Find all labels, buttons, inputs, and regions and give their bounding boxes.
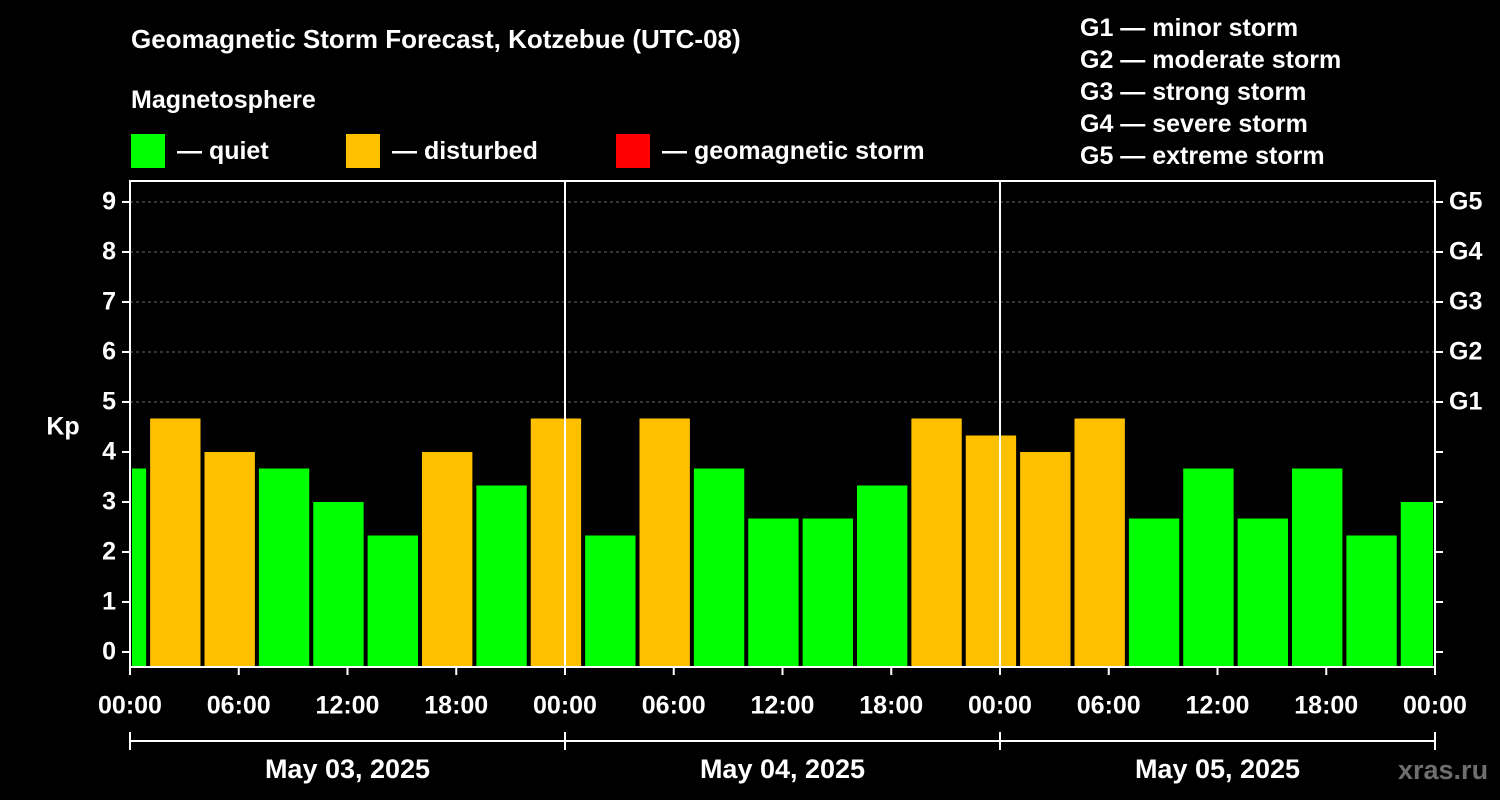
y-tick-label: 5 [102,388,116,416]
x-tick-label: 18:00 [1294,692,1358,720]
kp-bar [1020,452,1071,667]
kp-bar [1400,502,1433,667]
x-tick-label: 12:00 [751,692,815,720]
kp-bar [150,418,201,667]
legend-swatch-quiet [131,134,165,168]
x-tick-label: 00:00 [1403,692,1467,720]
storm-level-g4: G4 — severe storm [1080,110,1308,138]
legend-swatch-disturbed [346,134,380,168]
storm-level-g3: G3 — strong storm [1080,78,1307,106]
kp-bar [530,418,582,667]
kp-bar [1346,535,1397,667]
y-tick-label: 7 [102,288,116,316]
legend-subtitle: Magnetosphere [131,86,316,114]
kp-bar [367,535,418,667]
storm-level-axis-label: G1 [1449,388,1482,416]
x-tick-label: 06:00 [207,692,271,720]
storm-level-key: G1 — minor storm G2 — moderate storm G3 … [1080,12,1341,172]
y-tick-label: 3 [102,488,116,516]
chart-title: Geomagnetic Storm Forecast, Kotzebue (UT… [131,24,741,54]
kp-bar [313,502,364,667]
legend-item-disturbed: — disturbed [346,134,538,168]
y-axis-label: Kp [46,413,79,441]
legend-item-quiet: — quiet [131,134,269,168]
storm-level-g5: G5 — extreme storm [1080,142,1325,170]
x-tick-label: 12:00 [1186,692,1250,720]
x-tick-label: 18:00 [859,692,923,720]
kp-bar [585,535,636,667]
kp-bar [1183,468,1234,667]
storm-level-axis-label: G5 [1449,188,1482,216]
kp-bar [748,518,799,667]
storm-level-axis-label: G3 [1449,288,1482,316]
x-tick-label: 06:00 [642,692,706,720]
legend-label-storm: — geomagnetic storm [662,136,925,165]
kp-bar [1237,518,1288,667]
y-tick-label: 2 [102,538,116,566]
x-tick-label: 00:00 [968,692,1032,720]
kp-bar [476,485,527,667]
y-tick-label: 9 [102,188,116,216]
storm-level-axis-label: G2 [1449,338,1482,366]
legend-label-quiet: — quiet [177,136,269,165]
legend-label-disturbed: — disturbed [392,136,538,165]
kp-bar [204,452,255,667]
kp-bar [1292,468,1343,667]
legend-item-storm: — geomagnetic storm [616,134,925,168]
date-label: May 05, 2025 [1135,754,1300,784]
kp-bar [911,418,962,667]
kp-bar [965,435,1017,667]
storm-level-axis-label: G4 [1449,238,1482,266]
date-label: May 03, 2025 [265,754,430,784]
legend-swatch-storm [616,134,650,168]
x-tick-label: 12:00 [316,692,380,720]
x-tick-label: 06:00 [1077,692,1141,720]
y-tick-label: 0 [102,638,116,666]
y-tick-label: 8 [102,238,116,266]
watermark: xras.ru [1398,755,1489,785]
kp-bar [1074,418,1125,667]
storm-level-g2: G2 — moderate storm [1080,46,1342,74]
y-tick-label: 6 [102,338,116,366]
kp-bar [693,468,745,667]
kp-bar [258,468,310,667]
kp-bar [857,485,908,667]
kp-bar [1128,518,1180,667]
date-label: May 04, 2025 [700,754,865,784]
kp-bar [422,452,473,667]
y-tick-label: 1 [102,588,116,616]
storm-level-g1: G1 — minor storm [1080,14,1299,42]
x-tick-label: 00:00 [533,692,597,720]
y-tick-label: 4 [102,438,116,466]
x-tick-label: 00:00 [98,692,162,720]
kp-bar [132,468,147,667]
x-tick-label: 18:00 [424,692,488,720]
kp-bar [802,518,853,667]
kp-bar [639,418,690,667]
